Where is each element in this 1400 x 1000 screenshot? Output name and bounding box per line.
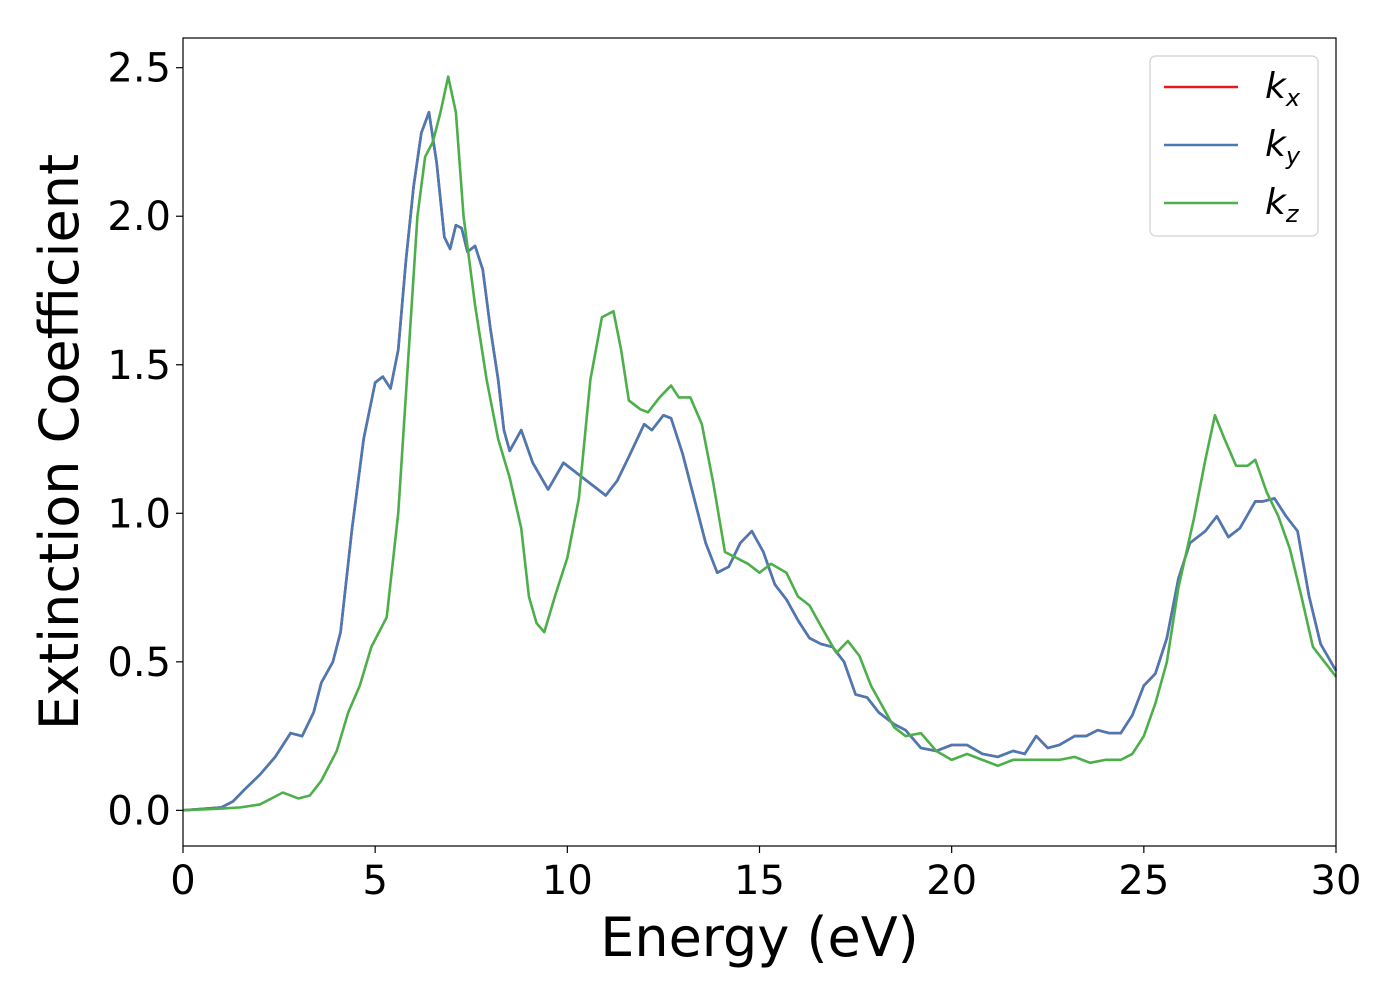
y-tick-label: 0.5 (107, 640, 171, 686)
legend-label-kz: kz (1265, 182, 1300, 228)
y-tick-label: 0.0 (107, 788, 171, 834)
x-tick-label: 30 (1311, 858, 1362, 904)
y-tick-label: 1.5 (107, 343, 171, 389)
y-axis-ticks: 0.0 0.5 1.0 1.5 2.0 2.5 (107, 46, 183, 834)
x-axis-ticks: 0 5 10 15 20 25 30 (170, 846, 1361, 904)
x-tick-label: 25 (1118, 858, 1169, 904)
legend: kx ky kz (1149, 55, 1319, 237)
series-line-kz (182, 75, 1338, 812)
x-axis-label: Energy (eV) (600, 906, 919, 969)
y-tick-label: 2.0 (107, 194, 171, 240)
x-tick-label: 15 (734, 858, 785, 904)
legend-label-kx: kx (1265, 66, 1301, 112)
y-tick-label: 1.0 (107, 491, 171, 537)
y-tick-label: 2.5 (107, 46, 171, 92)
x-tick-label: 20 (926, 858, 977, 904)
x-tick-label: 0 (170, 858, 195, 904)
x-tick-label: 10 (542, 858, 593, 904)
series-lines (182, 75, 1338, 812)
y-axis-label: Extinction Coefficient (28, 154, 91, 730)
legend-label-ky: ky (1265, 124, 1301, 170)
series-line-ky (182, 110, 1338, 812)
x-tick-label: 5 (362, 858, 387, 904)
